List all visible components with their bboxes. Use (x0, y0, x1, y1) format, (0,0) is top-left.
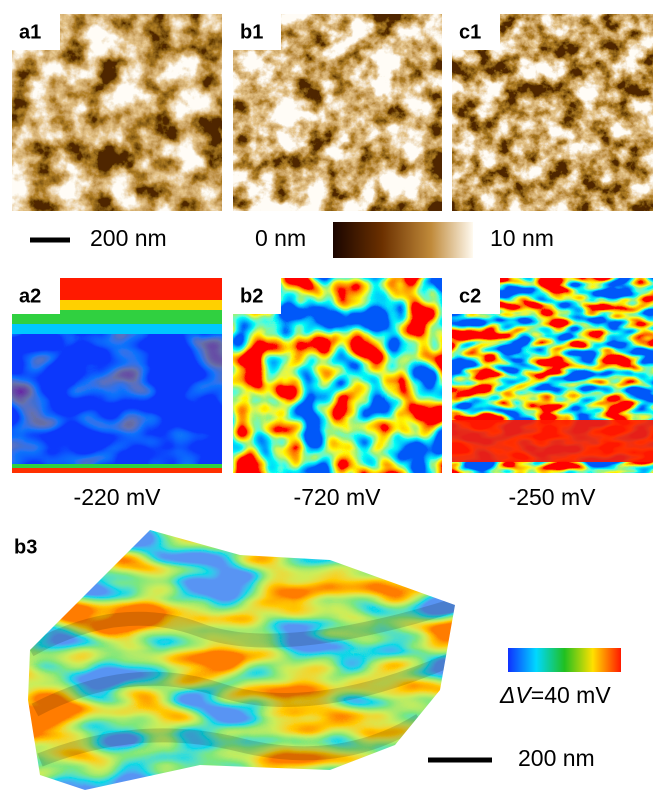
panel-label: c2 (459, 285, 481, 307)
value: =40 mV (531, 682, 612, 708)
panel-label: b3 (14, 536, 37, 558)
potential-colorbar (508, 648, 621, 672)
scale-bar-label: 200 nm (90, 225, 167, 251)
colorbar-min: 0 nm (255, 225, 306, 251)
bias-caption: -720 mV (294, 484, 382, 510)
colorbar-max: 10 nm (490, 225, 554, 251)
panel-label: b1 (240, 21, 263, 43)
bias-caption: -250 mV (509, 484, 597, 510)
kpfm-band (12, 468, 222, 473)
kpfm-band (12, 324, 222, 334)
surface-texture (20, 520, 470, 800)
kpfm-band (12, 464, 222, 468)
kpfm-band (452, 420, 653, 462)
surface-3d (20, 520, 470, 800)
panel-label: b2 (240, 285, 263, 307)
panel-label: c1 (459, 21, 481, 43)
panel-label: a1 (19, 21, 41, 43)
symbol: ΔV (499, 682, 533, 708)
figure: a1 b1 c1 200 nm 0 nm 10 nm a2 b2 c2 -220… (0, 0, 654, 803)
scale-bar-label: 200 nm (518, 745, 595, 771)
panel-label: a2 (19, 285, 41, 307)
bias-caption: -220 mV (74, 484, 162, 510)
colorbar-label: ΔV=40 mV (499, 682, 611, 708)
height-colorbar (333, 222, 473, 258)
